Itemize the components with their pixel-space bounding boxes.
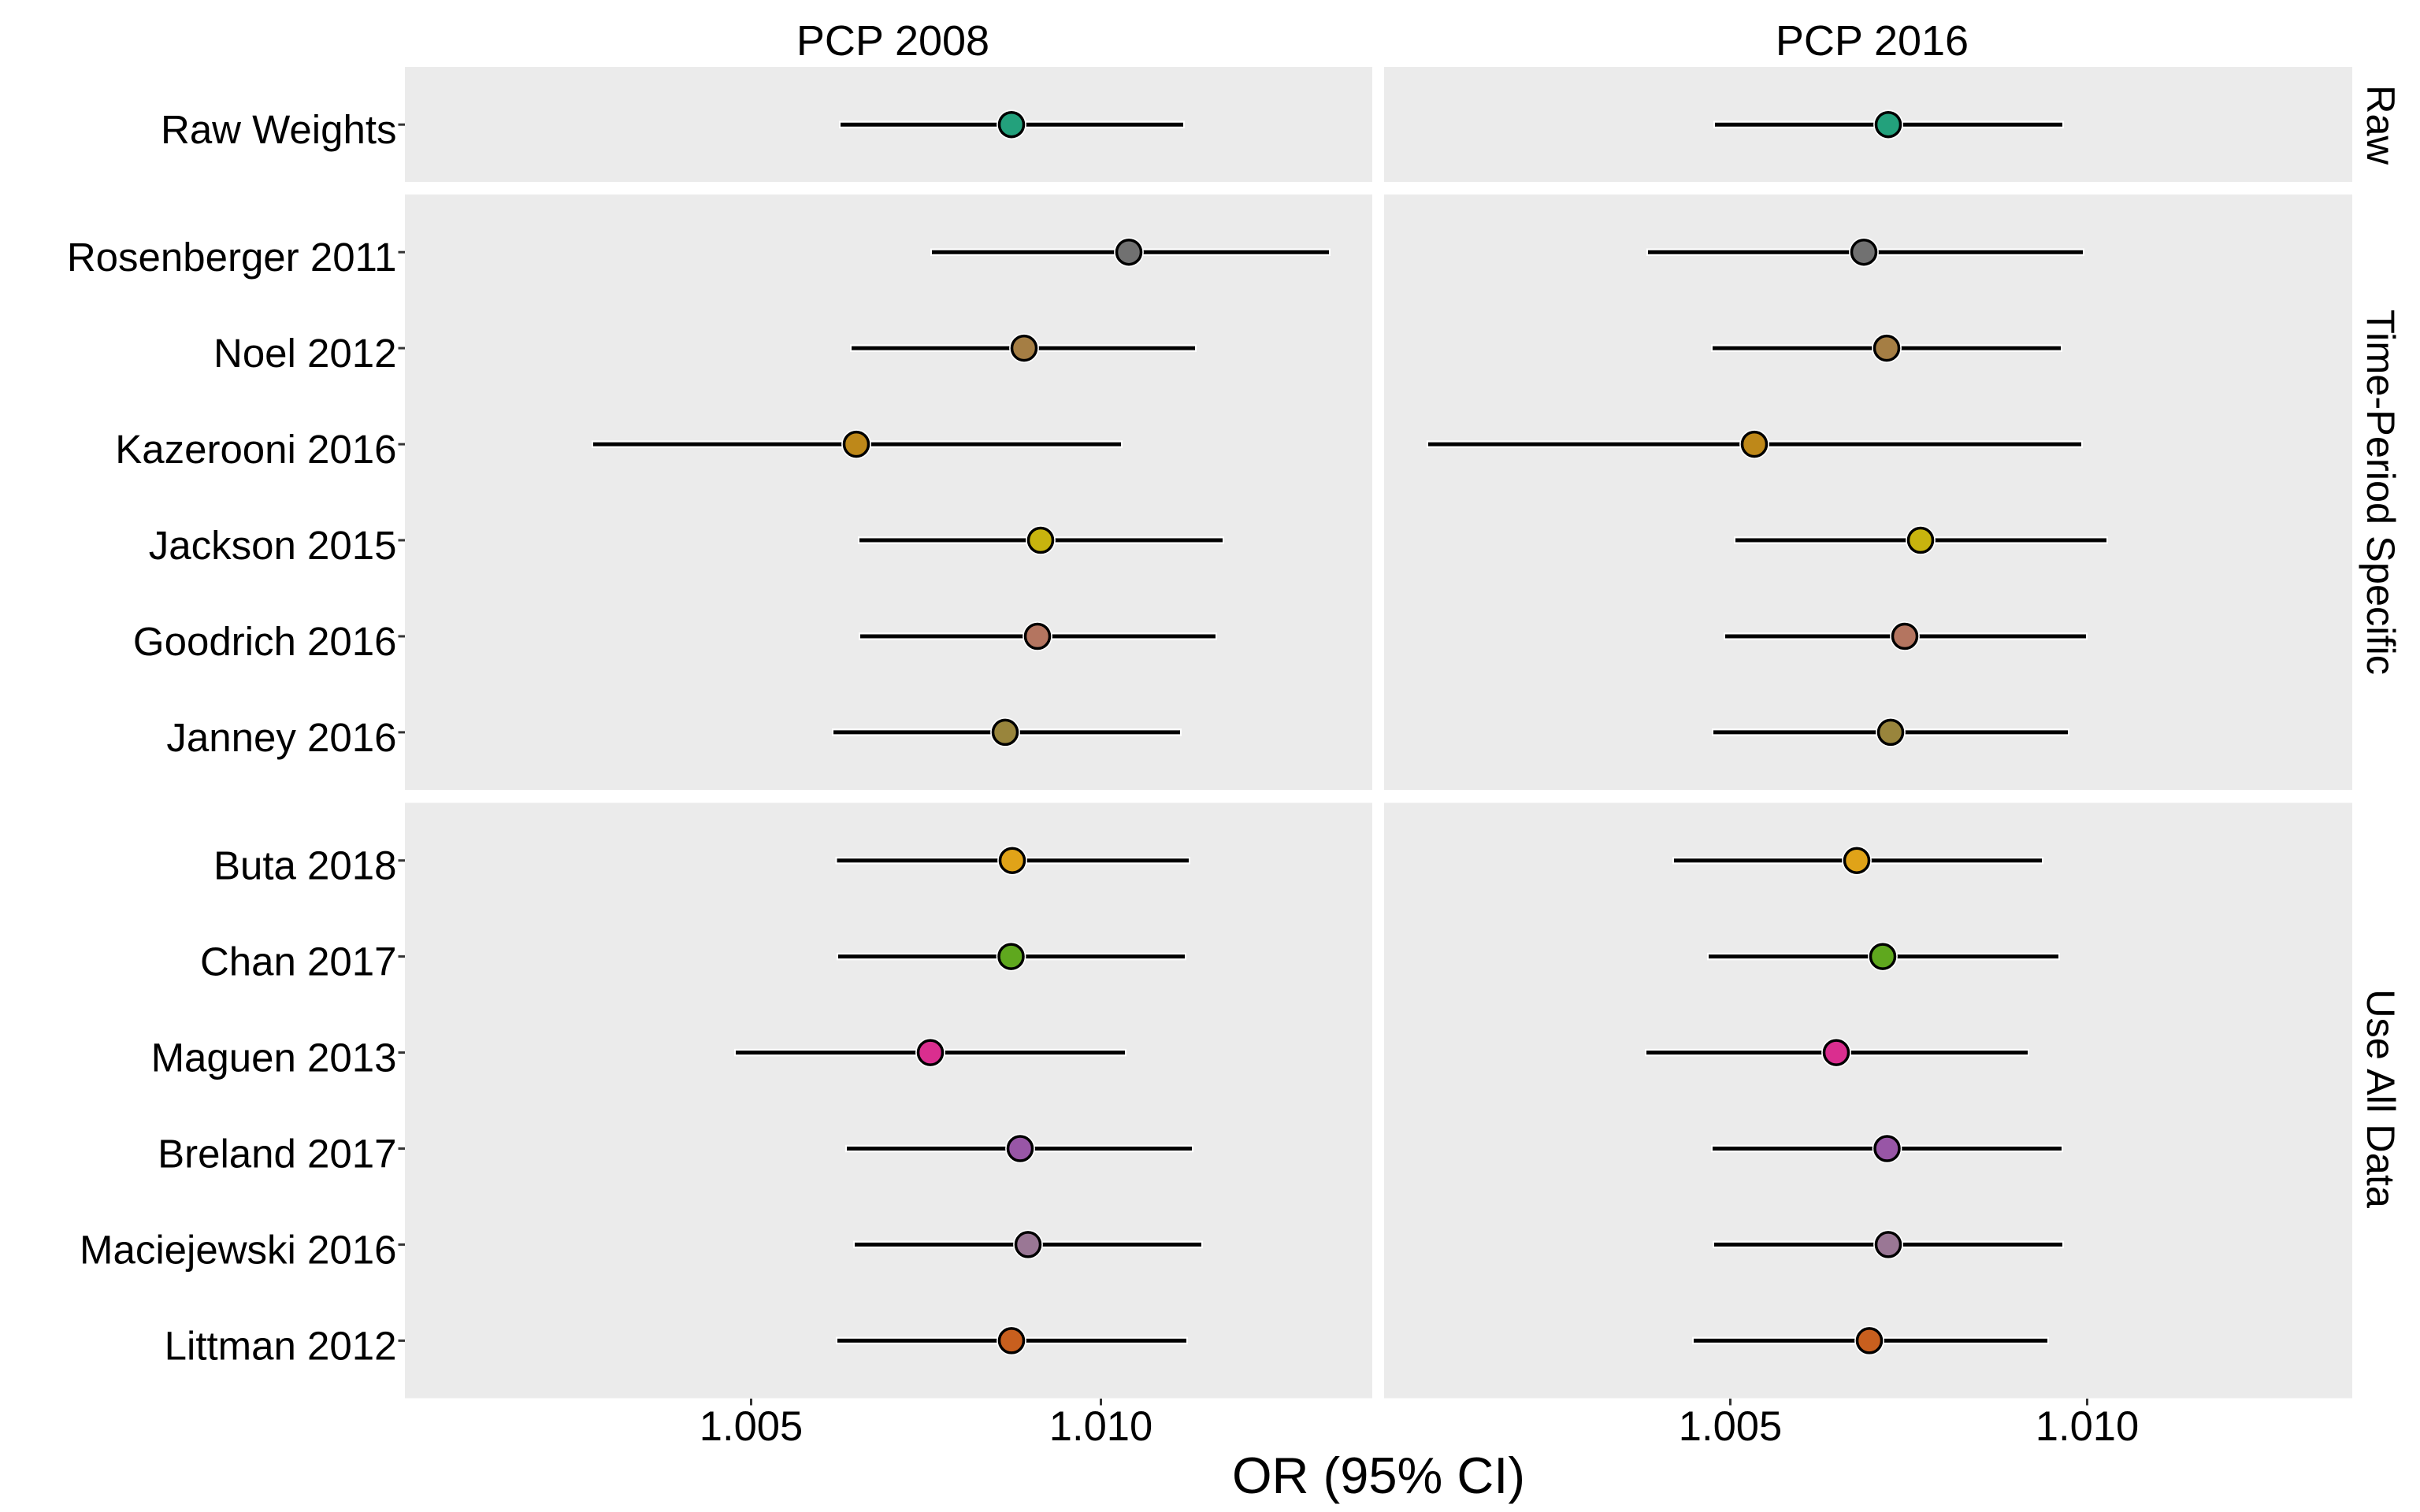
svg-text:Breland 2017: Breland 2017 — [158, 1132, 396, 1177]
svg-text:PCP 2008: PCP 2008 — [796, 17, 989, 65]
svg-text:PCP 2016: PCP 2016 — [1776, 17, 1969, 65]
svg-text:Kazerooni 2016: Kazerooni 2016 — [115, 427, 396, 472]
svg-text:Maciejewski 2016: Maciejewski 2016 — [80, 1227, 397, 1272]
svg-text:Maguen 2013: Maguen 2013 — [151, 1036, 397, 1080]
svg-text:Buta 2018: Buta 2018 — [213, 843, 397, 888]
svg-text:Littman 2012: Littman 2012 — [165, 1323, 397, 1368]
svg-text:Rosenberger 2011: Rosenberger 2011 — [67, 235, 397, 280]
svg-text:Raw: Raw — [2359, 85, 2403, 165]
svg-text:1.005: 1.005 — [700, 1403, 803, 1450]
svg-text:1.010: 1.010 — [1049, 1403, 1152, 1450]
svg-text:OR (95% CI): OR (95% CI) — [1232, 1447, 1525, 1504]
svg-text:1.005: 1.005 — [1679, 1403, 1782, 1450]
svg-text:Janney 2016: Janney 2016 — [166, 715, 396, 760]
svg-text:Time-Period Specific: Time-Period Specific — [2359, 309, 2403, 675]
svg-text:Noel 2012: Noel 2012 — [213, 331, 397, 376]
svg-text:Chan 2017: Chan 2017 — [200, 939, 397, 984]
svg-text:Jackson 2015: Jackson 2015 — [149, 523, 397, 568]
svg-text:Use All Data: Use All Data — [2359, 989, 2403, 1209]
svg-text:Goodrich 2016: Goodrich 2016 — [133, 619, 397, 664]
svg-text:1.010: 1.010 — [2036, 1403, 2139, 1450]
svg-text:Raw Weights: Raw Weights — [161, 107, 397, 152]
